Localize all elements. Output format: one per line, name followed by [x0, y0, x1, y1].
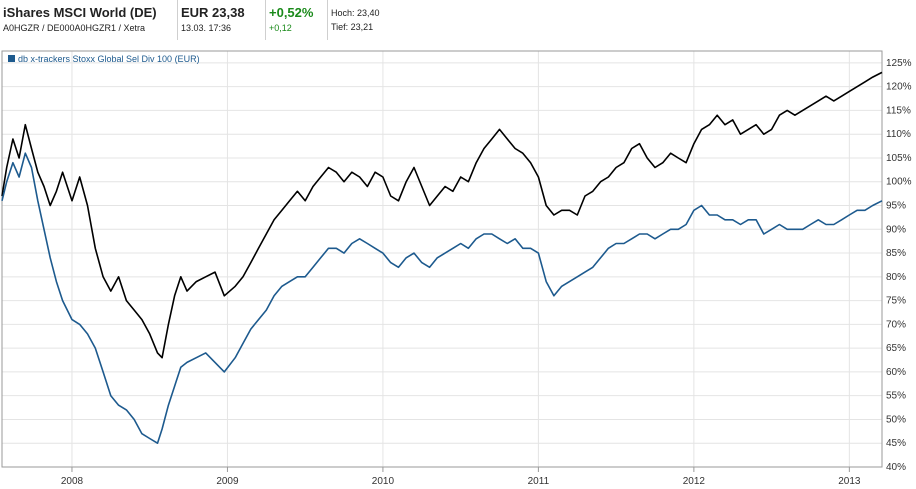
y-tick-label: 125%	[886, 58, 912, 69]
price-datetime: 13.03. 17:36	[181, 23, 232, 33]
quote-header: iShares MSCI World (DE) A0HGZR / DE000A0…	[0, 0, 916, 40]
y-tick-label: 100%	[886, 177, 912, 188]
y-tick-label: 40%	[886, 462, 906, 473]
series-line-main	[1, 71, 883, 359]
chart-grid	[2, 51, 882, 468]
price-cell: EUR 23,38 13.03. 17:36	[178, 0, 266, 40]
x-axis-labels: 2008 2009 2010 2011 2012 2013	[61, 467, 861, 487]
change-absolute: +0,12	[269, 23, 292, 33]
instrument-ids: A0HGZR / DE000A0HGZR1 / Xetra	[3, 23, 146, 33]
x-tick-label: 2009	[216, 476, 239, 487]
x-tick-label: 2011	[528, 476, 550, 487]
y-tick-label: 70%	[886, 319, 906, 330]
day-high: Hoch: 23,40	[331, 8, 380, 18]
price-value: EUR 23,38	[181, 5, 245, 20]
x-tick-label: 2008	[61, 476, 84, 487]
y-tick-label: 105%	[886, 153, 912, 164]
day-low: Tief: 23,21	[331, 22, 374, 32]
y-tick-label: 110%	[886, 129, 911, 140]
change-percent: +0,52%	[269, 5, 314, 20]
chart-series	[1, 71, 883, 444]
legend: db x-trackers Stoxx Global Sel Div 100 (…	[8, 54, 200, 64]
instrument-title: iShares MSCI World (DE)	[3, 5, 157, 20]
x-tick-label: 2010	[372, 476, 395, 487]
y-tick-label: 115%	[886, 105, 911, 116]
y-tick-label: 75%	[886, 296, 906, 307]
y-axis-labels: 125% 120% 115% 110% 105% 100% 95% 90% 85% 80% 75% 7…	[886, 58, 912, 473]
y-tick-label: 50%	[886, 414, 906, 425]
range-cell: Hoch: 23,40 Tief: 23,21	[328, 0, 408, 40]
instrument-cell: iShares MSCI World (DE) A0HGZR / DE000A0…	[0, 0, 178, 40]
y-tick-label: 65%	[886, 343, 906, 354]
change-cell: +0,52% +0,12	[266, 0, 328, 40]
y-tick-label: 60%	[886, 367, 906, 378]
y-tick-label: 80%	[886, 272, 906, 283]
x-tick-label: 2013	[838, 476, 861, 487]
legend-label: db x-trackers Stoxx Global Sel Div 100 (…	[18, 54, 200, 64]
y-tick-label: 85%	[886, 248, 906, 259]
y-tick-label: 120%	[886, 82, 912, 93]
y-tick-label: 95%	[886, 201, 906, 212]
y-tick-label: 55%	[886, 391, 906, 402]
y-tick-label: 45%	[886, 438, 906, 449]
series-line-compare	[1, 152, 883, 444]
plot-frame	[1, 50, 883, 468]
legend-swatch	[8, 55, 15, 62]
x-tick-label: 2012	[683, 476, 706, 487]
y-tick-label: 90%	[886, 224, 906, 235]
